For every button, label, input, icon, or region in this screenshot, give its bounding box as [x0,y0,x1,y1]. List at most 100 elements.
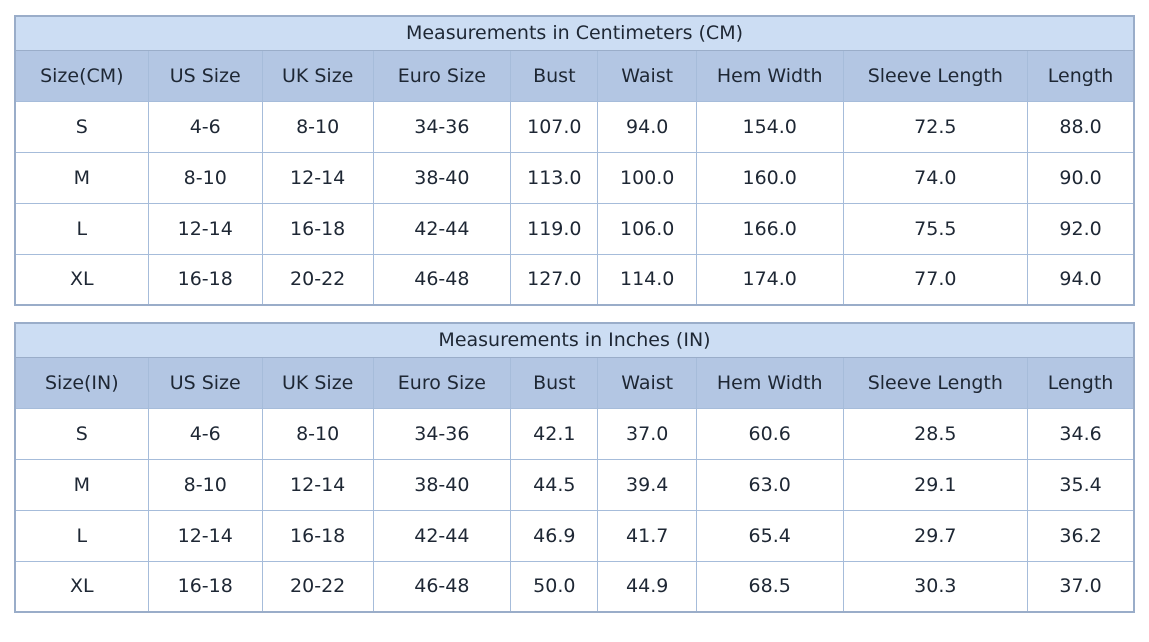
column-header: Hem Width [695,49,844,102]
table-row: M 8-10 12-14 38-40 44.5 39.4 63.0 29.1 35.4 [14,458,1135,511]
table-cell: 77.0 [842,253,1029,306]
table-cell: 12-14 [147,202,263,255]
table-cell: 4-6 [147,407,263,460]
size-label-cell: M [14,458,149,511]
column-header: Waist [597,49,697,102]
table-cell: 106.0 [597,202,697,255]
table-cell: 88.0 [1027,100,1135,153]
table-cell: 75.5 [842,202,1029,255]
column-header: Euro Size [372,49,512,102]
table-cell: 44.5 [510,458,599,511]
table-cell: 29.1 [842,458,1029,511]
table-cell: 12-14 [261,458,374,511]
table-cell: 28.5 [842,407,1029,460]
table-cell: 100.0 [597,151,697,204]
table-cell: 38-40 [372,151,512,204]
table-cell: 8-10 [261,100,374,153]
table-cell: 16-18 [147,560,263,613]
column-header: Length [1027,356,1135,409]
table-cell: 34-36 [372,100,512,153]
column-header: Waist [597,356,697,409]
size-label-cell: S [14,100,149,153]
table-row: XL 16-18 20-22 46-48 50.0 44.9 68.5 30.3 37.0 [14,560,1135,613]
table-cell: 44.9 [597,560,697,613]
column-header: UK Size [261,356,374,409]
table-cell: 50.0 [510,560,599,613]
size-label-cell: M [14,151,149,204]
table-cell: 38-40 [372,458,512,511]
column-header: Size(IN) [14,356,149,409]
table-cell: 8-10 [147,151,263,204]
table-cell: 36.2 [1027,509,1135,562]
table-cell: 154.0 [695,100,844,153]
table-cell: 90.0 [1027,151,1135,204]
table-row: S 4-6 8-10 34-36 107.0 94.0 154.0 72.5 88.0 [14,100,1135,153]
size-table-in: Measurements in Inches (IN) Size(IN) US Si… [14,322,1135,613]
table-cell: 16-18 [147,253,263,306]
size-label-cell: XL [14,253,149,306]
table-cell: 37.0 [597,407,697,460]
table-cell: 41.7 [597,509,697,562]
table-cell: 60.6 [695,407,844,460]
table-cell: 113.0 [510,151,599,204]
size-label-cell: L [14,509,149,562]
table-cell: 16-18 [261,509,374,562]
table-row: L 12-14 16-18 42-44 119.0 106.0 166.0 75.5 92.0 [14,202,1135,255]
column-header: Size(CM) [14,49,149,102]
column-header: US Size [147,49,263,102]
column-header: Bust [510,356,599,409]
table-cell: 42.1 [510,407,599,460]
table-title: Measurements in Inches (IN) [14,322,1135,358]
table-cell: 29.7 [842,509,1029,562]
table-cell: 107.0 [510,100,599,153]
size-label-cell: L [14,202,149,255]
table-row: M 8-10 12-14 38-40 113.0 100.0 160.0 74.0 90.0 [14,151,1135,204]
table-cell: 12-14 [147,509,263,562]
table-cell: 94.0 [1027,253,1135,306]
table-cell: 30.3 [842,560,1029,613]
table-cell: 166.0 [695,202,844,255]
table-cell: 92.0 [1027,202,1135,255]
table-row: XL 16-18 20-22 46-48 127.0 114.0 174.0 77.0 94.0 [14,253,1135,306]
table-cell: 68.5 [695,560,844,613]
column-header: US Size [147,356,263,409]
column-header: Sleeve Length [842,356,1029,409]
column-header: Length [1027,49,1135,102]
column-header: Sleeve Length [842,49,1029,102]
size-label-cell: S [14,407,149,460]
column-header: Euro Size [372,356,512,409]
table-cell: 114.0 [597,253,697,306]
table-cell: 46-48 [372,253,512,306]
table-cell: 119.0 [510,202,599,255]
size-label-cell: XL [14,560,149,613]
table-cell: 16-18 [261,202,374,255]
column-header: Bust [510,49,599,102]
table-cell: 42-44 [372,509,512,562]
table-cell: 65.4 [695,509,844,562]
column-header: UK Size [261,49,374,102]
size-table-cm: Measurements in Centimeters (CM) Size(CM)… [14,15,1135,306]
table-cell: 4-6 [147,100,263,153]
table-cell: 20-22 [261,253,374,306]
table-cell: 20-22 [261,560,374,613]
table-cell: 160.0 [695,151,844,204]
table-cell: 35.4 [1027,458,1135,511]
table-cell: 34.6 [1027,407,1135,460]
table-cell: 37.0 [1027,560,1135,613]
table-cell: 34-36 [372,407,512,460]
table-cell: 42-44 [372,202,512,255]
table-cell: 127.0 [510,253,599,306]
table-cell: 72.5 [842,100,1029,153]
table-cell: 39.4 [597,458,697,511]
table-cell: 12-14 [261,151,374,204]
table-cell: 63.0 [695,458,844,511]
table-row: L 12-14 16-18 42-44 46.9 41.7 65.4 29.7 36.2 [14,509,1135,562]
table-title: Measurements in Centimeters (CM) [14,15,1135,51]
table-cell: 46.9 [510,509,599,562]
table-cell: 174.0 [695,253,844,306]
table-cell: 94.0 [597,100,697,153]
table-row: S 4-6 8-10 34-36 42.1 37.0 60.6 28.5 34.6 [14,407,1135,460]
column-header: Hem Width [695,356,844,409]
table-cell: 8-10 [147,458,263,511]
